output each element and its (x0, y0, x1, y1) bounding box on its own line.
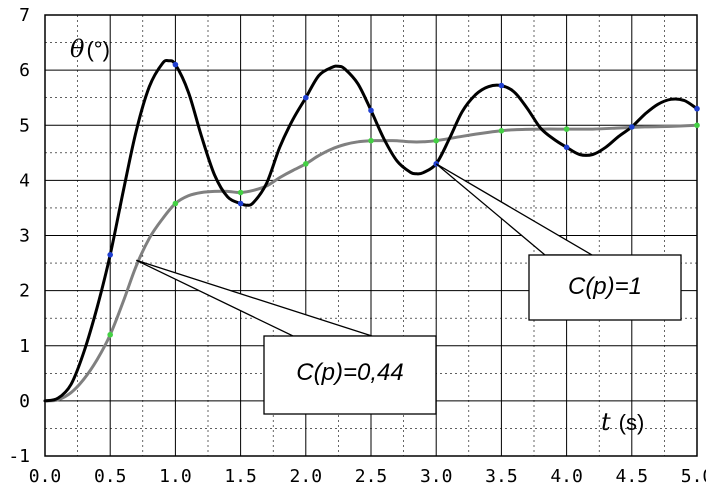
x-tick-label: 1.0 (159, 466, 192, 487)
series-1-marker (433, 137, 440, 144)
annotation-cp044-text: C(p)=0,44 (296, 359, 403, 386)
annotation-cp044-box (263, 335, 437, 415)
x-tick-labels: 0.0 0.5 1.0 1.5 2.0 2.5 3.0 3.5 4.0 4.5 5.0 (29, 466, 706, 487)
series-0-marker (237, 200, 244, 207)
y-tick-label: 6 (19, 60, 30, 81)
x-tick-label: 5.0 (681, 466, 706, 487)
x-tick-label: 3.0 (420, 466, 453, 487)
y-tick-label: 5 (19, 115, 30, 136)
series-0-marker (107, 251, 113, 258)
y-tick-label: 4 (19, 170, 30, 191)
x-tick-label: 0.0 (29, 466, 62, 487)
annotation-cp044: C(p)=0,44 (135, 259, 437, 415)
series-1-marker (107, 331, 113, 338)
series-lines (43, 58, 699, 403)
annotation-cp044-pointer (135, 259, 373, 337)
series-1-marker (303, 161, 309, 167)
x-tick-label: 2.5 (355, 466, 388, 487)
y-tick-label: 7 (19, 5, 30, 26)
series-1-marker (563, 126, 570, 132)
x-tick-label: 4.0 (550, 466, 583, 487)
series-line-0 (43, 58, 699, 403)
series-0-marker (303, 94, 309, 101)
series-1-marker (237, 189, 244, 196)
y-tick-label: 0 (19, 391, 30, 412)
x-tick-label: 2.0 (290, 466, 323, 487)
series-0-marker (498, 82, 505, 89)
series-0-marker (629, 124, 635, 130)
annotation-cp1-text: C(p)=1 (568, 273, 642, 300)
series-0-marker (172, 61, 179, 68)
y-tick-label: 2 (19, 281, 30, 302)
series-1-marker (498, 127, 505, 134)
x-tick-label: 4.5 (616, 466, 649, 487)
y-axis-unit: (°) (86, 37, 109, 62)
series-0-marker (694, 105, 700, 112)
annotation-cp1-pointer (435, 163, 595, 256)
series-0-marker (368, 107, 374, 114)
x-tick-label: 1.5 (224, 466, 257, 487)
x-tick-label: 0.5 (94, 466, 127, 487)
y-tick-label: 1 (19, 336, 30, 357)
series-1-marker (694, 122, 700, 129)
annotation-cp1: C(p)=1 (435, 163, 682, 321)
x-axis-label: t (s) (601, 408, 644, 436)
x-axis-symbol: t (601, 408, 611, 436)
y-tick-labels: -1 0 1 2 3 4 5 6 7 (8, 5, 30, 467)
series-line-1 (43, 123, 699, 403)
y-tick-label: 3 (19, 226, 30, 247)
y-axis-symbol: θ (70, 35, 85, 63)
x-axis-unit: (s) (619, 410, 645, 435)
series-1-marker (368, 137, 374, 144)
y-axis-label: θ(°) (70, 35, 110, 63)
series-0-marker (563, 144, 570, 151)
x-tick-label: 3.5 (485, 466, 518, 487)
series-1-marker (172, 200, 179, 207)
plot-frame (44, 14, 698, 457)
annotation-cp1-box (528, 254, 682, 321)
y-tick-label: -1 (8, 446, 30, 467)
